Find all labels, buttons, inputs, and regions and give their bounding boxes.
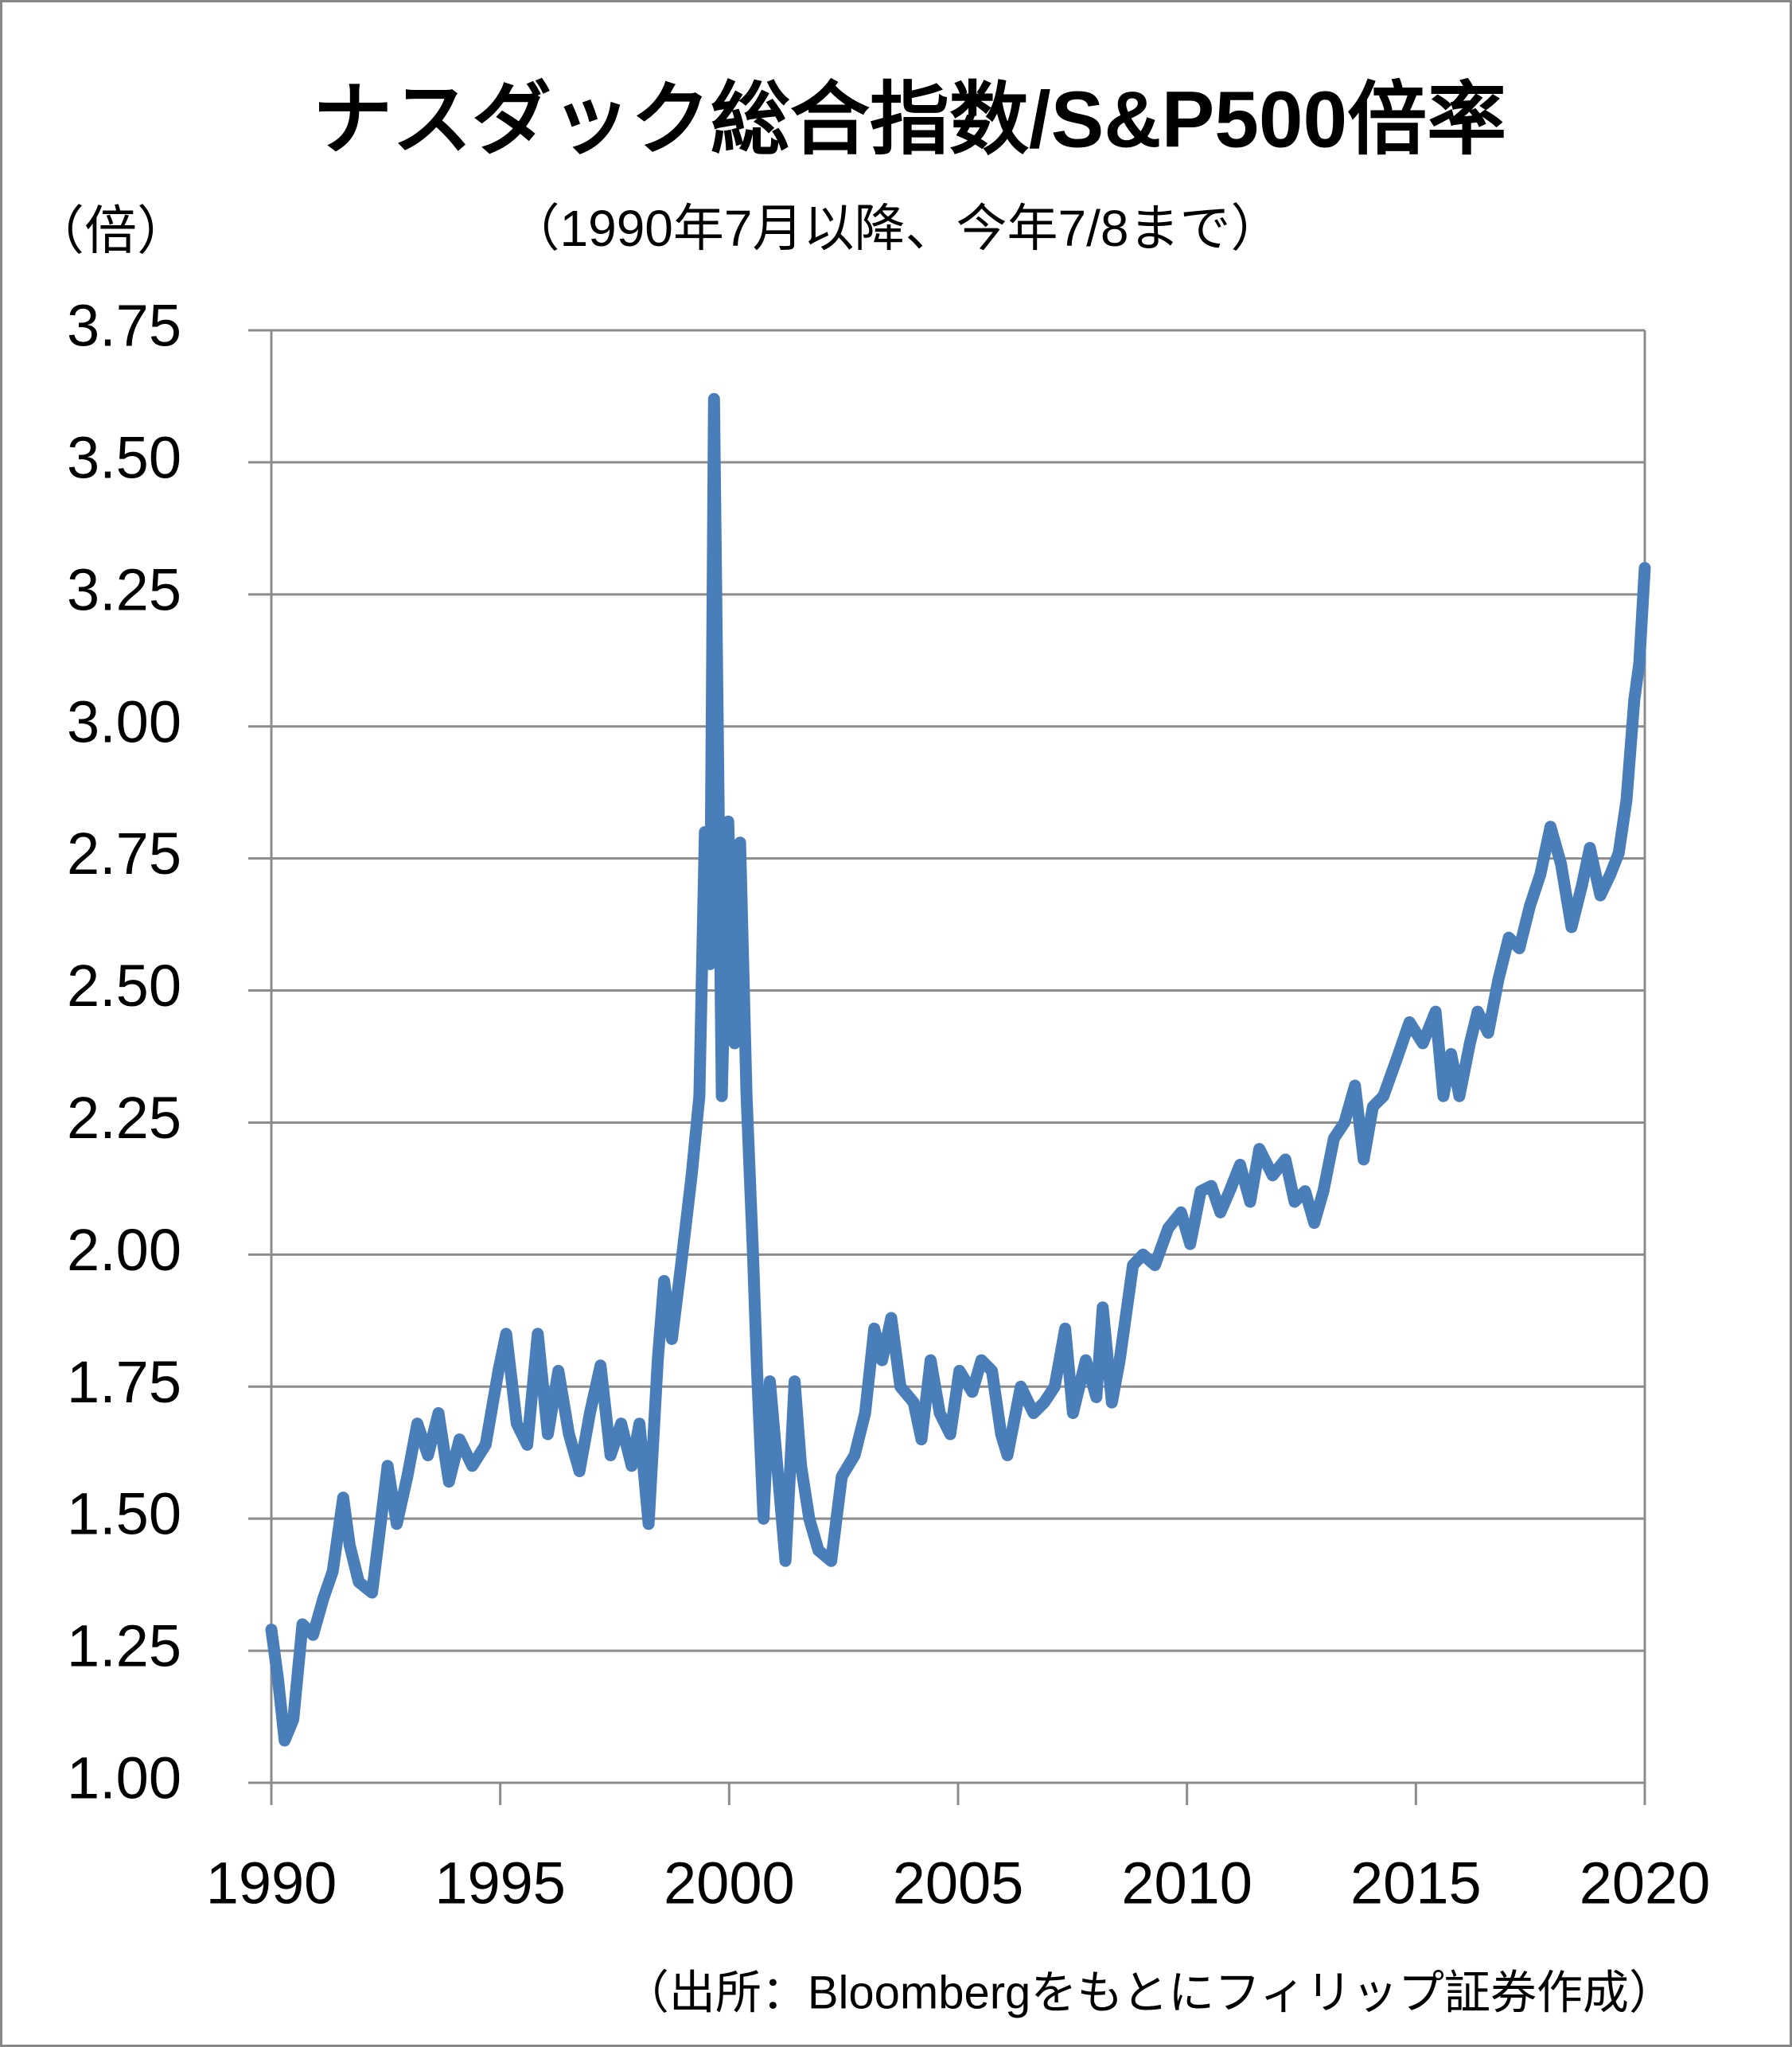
y-tick-label: 3.25 — [67, 556, 181, 622]
y-tick-label: 2.00 — [67, 1217, 181, 1283]
x-tick-label: 1995 — [434, 1850, 566, 1916]
x-tick-label: 2020 — [1580, 1850, 1711, 1916]
y-tick-label: 1.25 — [67, 1613, 181, 1679]
y-tick-label: 2.75 — [67, 821, 181, 887]
x-tick-label: 2010 — [1121, 1850, 1252, 1916]
y-tick-label: 3.50 — [67, 424, 181, 490]
y-axis-unit: （倍） — [32, 201, 189, 259]
y-tick-label: 3.00 — [67, 688, 181, 754]
x-tick-label: 2000 — [664, 1850, 795, 1916]
x-tick-label: 2015 — [1350, 1850, 1482, 1916]
y-tick-label: 2.50 — [67, 953, 181, 1019]
y-tick-label: 2.25 — [67, 1085, 181, 1151]
chart-title: ナスダック総合指数/S&P500倍率 — [313, 75, 1506, 164]
data-line — [265, 392, 1651, 1747]
y-tick-label: 1.75 — [67, 1349, 181, 1415]
chart-subtitle: （1990年7月以降、今年7/8まで） — [509, 200, 1282, 257]
y-tick-label: 1.50 — [67, 1481, 181, 1547]
x-tick-label: 1990 — [206, 1850, 337, 1916]
source-note: （出所：Bloombergをもとにフィリップ証券作成） — [623, 1967, 1675, 2018]
x-tick-label: 2005 — [893, 1850, 1024, 1916]
y-tick-label: 3.75 — [67, 293, 181, 359]
y-tick-label: 1.00 — [67, 1745, 181, 1811]
